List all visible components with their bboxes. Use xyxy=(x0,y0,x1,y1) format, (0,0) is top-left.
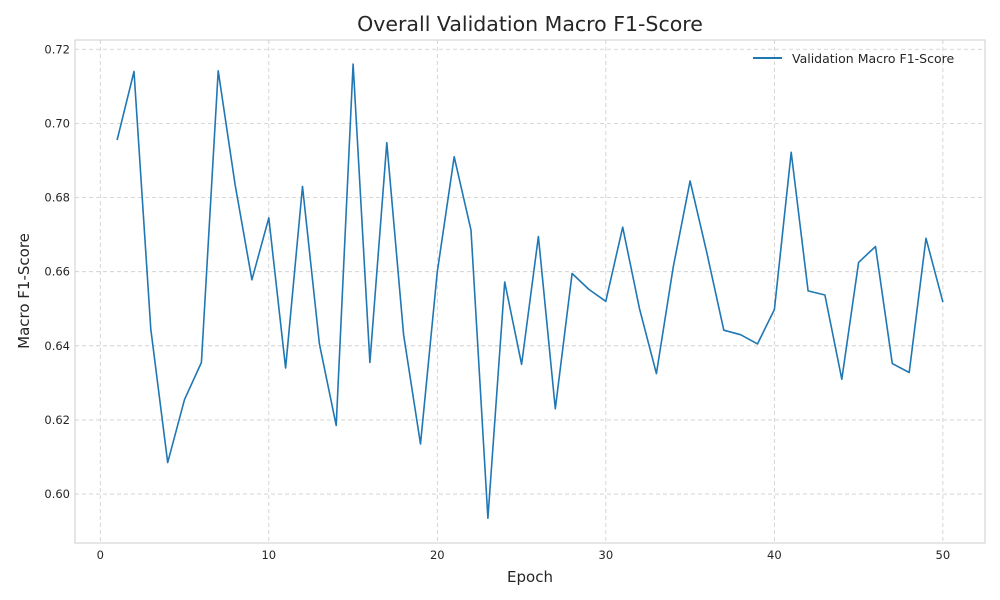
grid xyxy=(75,40,985,543)
x-tick-label: 30 xyxy=(599,548,614,562)
series-group xyxy=(116,63,944,520)
y-tick-label: 0.66 xyxy=(44,265,70,279)
series-line xyxy=(116,63,944,520)
x-tick-label: 20 xyxy=(430,548,445,562)
x-tick-labels: 0 10 20 30 40 50 xyxy=(97,548,951,562)
y-tick-label: 0.60 xyxy=(44,487,70,501)
y-tick-label: 0.72 xyxy=(44,42,70,56)
x-tick-label: 10 xyxy=(261,548,276,562)
x-axis-label: Epoch xyxy=(507,568,553,586)
x-tick-label: 0 xyxy=(97,548,104,562)
y-tick-label: 0.70 xyxy=(44,116,70,130)
y-tick-label: 0.62 xyxy=(44,413,70,427)
x-tick-label: 40 xyxy=(767,548,782,562)
x-tick-label: 50 xyxy=(936,548,951,562)
legend: Validation Macro F1-Score xyxy=(753,51,954,66)
y-tick-label: 0.64 xyxy=(44,339,70,353)
y-tick-label: 0.68 xyxy=(44,191,70,205)
plot-frame xyxy=(74,39,986,544)
y-axis-label: Macro F1-Score xyxy=(15,233,33,349)
chart-title: Overall Validation Macro F1-Score xyxy=(357,12,703,36)
legend-label: Validation Macro F1-Score xyxy=(792,51,954,66)
y-tick-labels: 0.60 0.62 0.64 0.66 0.68 0.70 0.72 xyxy=(44,42,70,501)
